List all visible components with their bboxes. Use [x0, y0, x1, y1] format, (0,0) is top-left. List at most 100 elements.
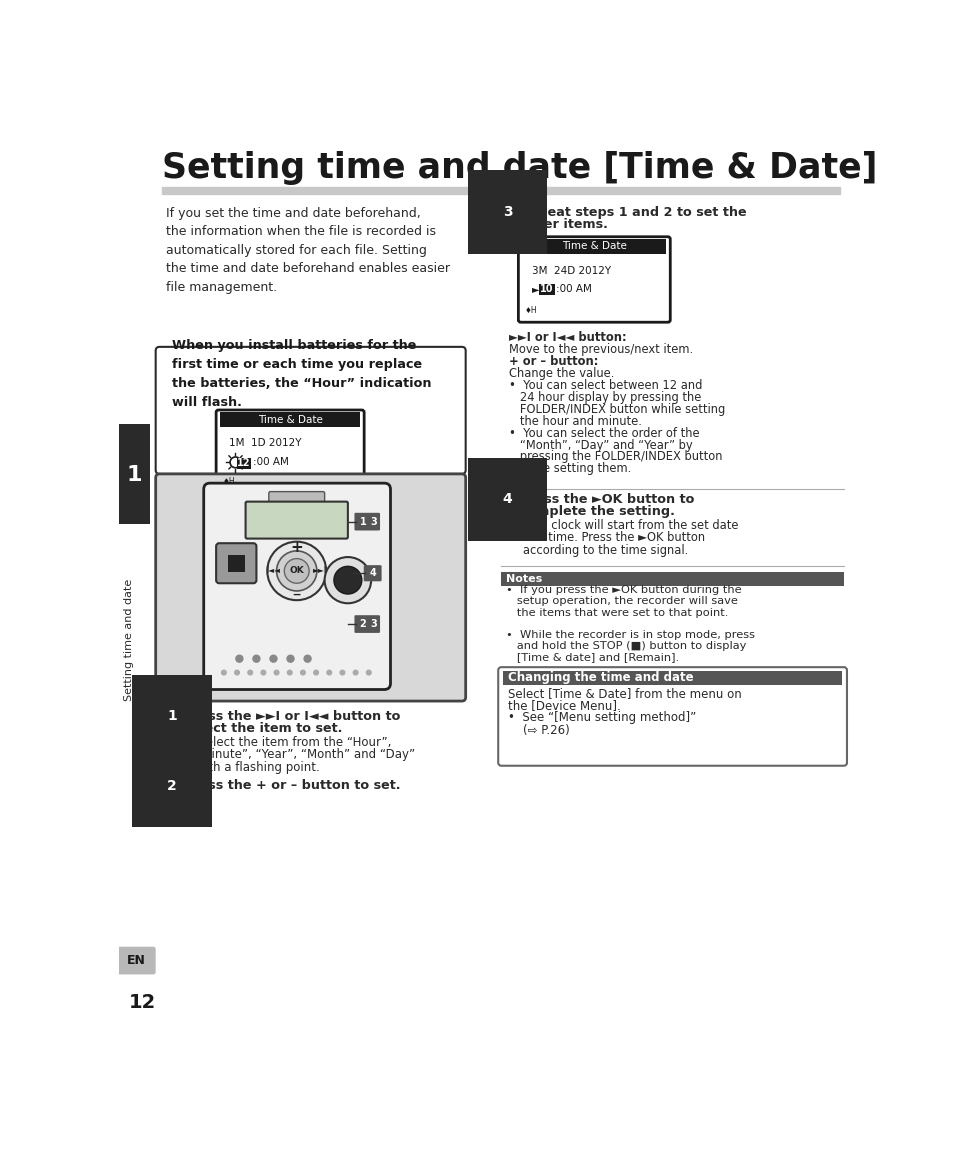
- Text: Select [Time & Date] from the menu on: Select [Time & Date] from the menu on: [507, 687, 740, 699]
- Text: :00 AM: :00 AM: [556, 284, 592, 294]
- FancyBboxPatch shape: [155, 474, 465, 701]
- Text: while setting them.: while setting them.: [509, 462, 631, 476]
- Text: Setting time and date [Time & Date]: Setting time and date [Time & Date]: [162, 151, 877, 184]
- Text: 4: 4: [369, 569, 375, 578]
- Circle shape: [340, 670, 344, 675]
- Text: and time. Press the ►OK button: and time. Press the ►OK button: [512, 532, 704, 544]
- Bar: [228, 555, 245, 572]
- Text: Time & Date: Time & Date: [257, 415, 322, 425]
- FancyBboxPatch shape: [204, 483, 390, 689]
- Text: 1M  1D 2012Y: 1M 1D 2012Y: [229, 438, 301, 448]
- Text: “Month”, “Day” and “Year” by: “Month”, “Day” and “Year” by: [509, 439, 692, 452]
- Bar: [220, 412, 360, 427]
- Bar: [500, 572, 843, 586]
- Circle shape: [235, 655, 243, 662]
- Text: Change the value.: Change the value.: [509, 367, 614, 380]
- Circle shape: [274, 670, 278, 675]
- Bar: [502, 670, 841, 684]
- Text: ♦H: ♦H: [222, 477, 234, 486]
- Text: 12: 12: [129, 994, 156, 1012]
- Text: Press the ►OK button to: Press the ►OK button to: [519, 493, 694, 506]
- Text: ►►I or I◄◄ button:: ►►I or I◄◄ button:: [509, 331, 626, 344]
- Text: 3: 3: [370, 516, 376, 527]
- Text: •  You can select the order of the: • You can select the order of the: [509, 426, 699, 440]
- Circle shape: [366, 670, 371, 675]
- FancyBboxPatch shape: [517, 236, 670, 322]
- FancyBboxPatch shape: [245, 501, 348, 538]
- Text: OK: OK: [289, 566, 304, 576]
- Circle shape: [327, 670, 332, 675]
- Text: 1: 1: [359, 516, 366, 527]
- Text: 3M  24D 2012Y: 3M 24D 2012Y: [531, 266, 610, 277]
- Text: •  You can select between 12 and: • You can select between 12 and: [509, 379, 701, 391]
- Bar: [162, 188, 840, 195]
- Circle shape: [304, 655, 311, 662]
- Bar: [236, 457, 251, 469]
- FancyBboxPatch shape: [216, 410, 364, 492]
- Text: and hold the STOP (■) button to display: and hold the STOP (■) button to display: [505, 642, 745, 651]
- Text: When you install batteries for the
first time or each time you replace
the batte: When you install batteries for the first…: [172, 339, 431, 409]
- Text: Notes: Notes: [505, 573, 541, 584]
- Text: 1: 1: [127, 466, 142, 485]
- Circle shape: [353, 670, 357, 675]
- Text: 2: 2: [167, 779, 176, 793]
- Circle shape: [324, 557, 371, 603]
- Text: + or – button:: + or – button:: [509, 356, 598, 368]
- Text: If you set the time and date beforehand,
the information when the file is record: If you set the time and date beforehand,…: [166, 207, 449, 294]
- Text: •  While the recorder is in stop mode, press: • While the recorder is in stop mode, pr…: [505, 630, 754, 640]
- Circle shape: [248, 670, 253, 675]
- FancyBboxPatch shape: [497, 667, 846, 765]
- Text: Press the ►►I or I◄◄ button to: Press the ►►I or I◄◄ button to: [184, 710, 400, 723]
- Text: •  See “[Menu setting method]”: • See “[Menu setting method]”: [507, 711, 695, 725]
- Circle shape: [314, 670, 318, 675]
- Text: (⇨ P.26): (⇨ P.26): [507, 724, 569, 736]
- Text: ►►I: ►►I: [313, 566, 327, 576]
- Text: Press the + or – button to set.: Press the + or – button to set.: [184, 779, 400, 792]
- Circle shape: [221, 670, 226, 675]
- Text: +: +: [290, 541, 303, 556]
- Circle shape: [270, 655, 276, 662]
- Bar: [521, 239, 666, 254]
- Text: 4: 4: [502, 492, 512, 506]
- Text: according to the time signal.: according to the time signal.: [512, 543, 688, 557]
- Text: FOLDER/INDEX button while setting: FOLDER/INDEX button while setting: [509, 403, 724, 416]
- Text: •  Select the item from the “Hour”,: • Select the item from the “Hour”,: [184, 736, 392, 749]
- Circle shape: [334, 566, 361, 594]
- Text: EN: EN: [127, 954, 146, 967]
- Text: the [Device Menu].: the [Device Menu].: [507, 699, 619, 712]
- Text: the items that were set to that point.: the items that were set to that point.: [505, 608, 727, 617]
- Text: the hour and minute.: the hour and minute.: [509, 415, 641, 427]
- Text: 12: 12: [237, 459, 251, 468]
- Bar: [538, 284, 555, 295]
- FancyBboxPatch shape: [155, 347, 465, 474]
- Bar: [119, 424, 150, 523]
- FancyBboxPatch shape: [355, 513, 379, 530]
- Text: pressing the FOLDER/INDEX button: pressing the FOLDER/INDEX button: [509, 450, 721, 463]
- Text: ►: ►: [531, 284, 538, 294]
- Text: [Time & date] and [Remain].: [Time & date] and [Remain].: [505, 652, 679, 662]
- Text: –: –: [293, 585, 300, 603]
- Text: Setting time and date: Setting time and date: [124, 578, 134, 701]
- Text: 3: 3: [502, 205, 512, 219]
- Circle shape: [261, 670, 266, 675]
- Text: “Minute”, “Year”, “Month” and “Day”: “Minute”, “Year”, “Month” and “Day”: [184, 748, 416, 762]
- Text: Repeat steps 1 and 2 to set the: Repeat steps 1 and 2 to set the: [519, 206, 746, 219]
- Text: with a flashing point.: with a flashing point.: [184, 761, 320, 774]
- Text: 24 hour display by pressing the: 24 hour display by pressing the: [509, 390, 700, 404]
- Circle shape: [300, 670, 305, 675]
- Text: setup operation, the recorder will save: setup operation, the recorder will save: [505, 596, 737, 607]
- Text: 10: 10: [539, 285, 554, 294]
- Circle shape: [284, 558, 309, 584]
- Text: Changing the time and date: Changing the time and date: [507, 672, 693, 684]
- Circle shape: [253, 655, 259, 662]
- Text: 3: 3: [370, 620, 376, 629]
- FancyBboxPatch shape: [363, 565, 381, 581]
- Text: •  If you press the ►OK button during the: • If you press the ►OK button during the: [505, 585, 740, 595]
- Circle shape: [287, 670, 292, 675]
- Text: other items.: other items.: [519, 218, 607, 230]
- Circle shape: [267, 542, 326, 600]
- Text: :00 AM: :00 AM: [253, 457, 288, 468]
- FancyBboxPatch shape: [117, 947, 155, 974]
- Text: select the item to set.: select the item to set.: [184, 723, 342, 735]
- Text: Move to the previous/next item.: Move to the previous/next item.: [509, 343, 693, 356]
